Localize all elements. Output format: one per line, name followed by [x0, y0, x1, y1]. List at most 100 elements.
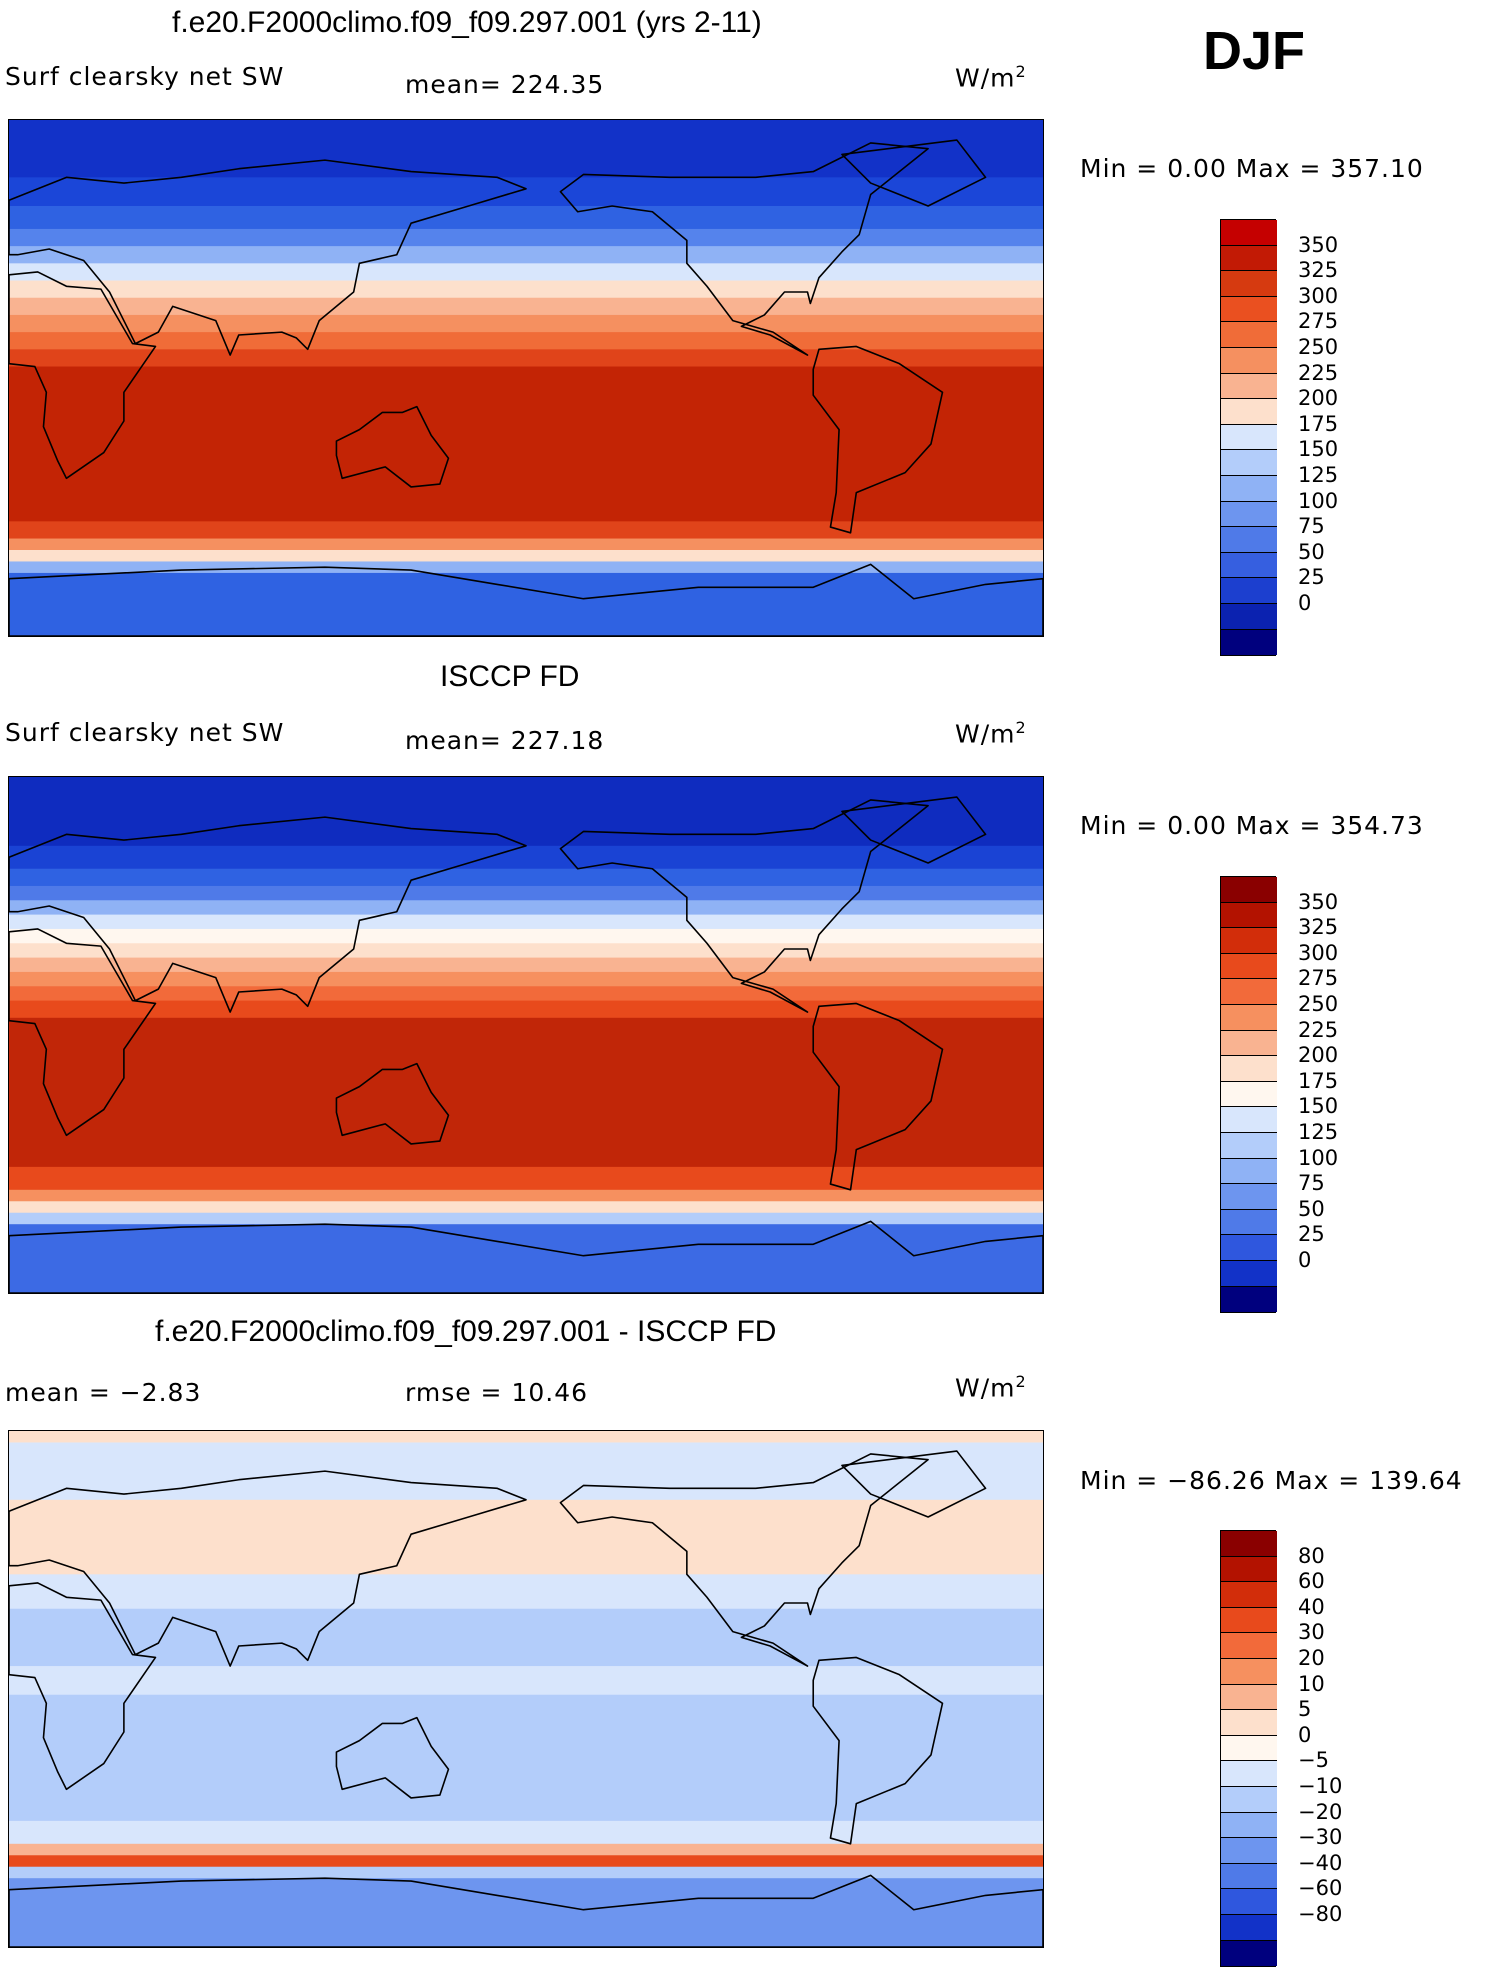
lat-band-2 — [9, 1499, 1043, 1575]
colorbar-box-10 — [1221, 475, 1277, 502]
colorbar-label: −10 — [1298, 1774, 1343, 1798]
panel-1-minmax: Min = 0.00 Max = 357.10 — [1080, 154, 1424, 183]
colorbar-label: 150 — [1298, 437, 1339, 462]
colorbar-label: 225 — [1298, 360, 1339, 385]
coastline-namerica — [559, 1453, 929, 1667]
lat-band-7 — [9, 297, 1043, 316]
colorbar-box-7 — [1221, 1056, 1277, 1082]
colorbar-label: −40 — [1298, 1850, 1343, 1875]
coastline-eurasia — [9, 159, 527, 356]
lat-band-13 — [9, 538, 1043, 551]
lat-band-10 — [9, 1866, 1043, 1879]
panel-3-colorbar — [1220, 1530, 1277, 1967]
panel-2-colorbar — [1220, 876, 1277, 1314]
lat-band-2 — [9, 206, 1043, 230]
colorbar-box-4 — [1221, 322, 1277, 348]
coastline-greenland — [841, 796, 987, 864]
lat-band-11 — [9, 1878, 1043, 1947]
panel-3-mean-label: mean = −2.83 — [5, 1378, 202, 1407]
colorbar-label: 275 — [1298, 309, 1339, 334]
lat-band-0 — [9, 1431, 1043, 1443]
colorbar-label: 25 — [1298, 565, 1325, 590]
colorbar-label: 0 — [1298, 1248, 1312, 1272]
colorbar-box-2 — [1221, 928, 1277, 954]
colorbar-box-13 — [1221, 552, 1277, 579]
colorbar-box-15 — [1221, 1260, 1277, 1287]
coastline-africa — [9, 928, 157, 1137]
colorbar-box-4 — [1221, 979, 1277, 1005]
panel-3-units: W/m2 — [955, 1372, 1027, 1403]
lat-band-15 — [9, 1201, 1043, 1214]
panel-1-variable-label: Surf clearsky net SW — [5, 62, 285, 91]
coastline-samerica — [812, 345, 944, 534]
colorbar-box-3 — [1221, 953, 1277, 980]
colorbar-box-0 — [1221, 220, 1277, 246]
colorbar-box-5 — [1221, 1658, 1277, 1685]
colorbar-label: 125 — [1298, 1120, 1339, 1144]
lat-band-9 — [9, 1855, 1043, 1868]
lat-band-9 — [9, 332, 1043, 350]
lat-band-8 — [9, 1843, 1043, 1856]
coastline-australia — [335, 1062, 450, 1145]
colorbar-box-6 — [1221, 1684, 1277, 1711]
panel-2-minmax: Min = 0.00 Max = 354.73 — [1080, 811, 1424, 840]
colorbar-box-6 — [1221, 373, 1277, 400]
colorbar-label: 125 — [1298, 463, 1339, 487]
lat-band-3 — [9, 885, 1043, 901]
colorbar-box-1 — [1221, 902, 1277, 929]
colorbar-label: 200 — [1298, 1043, 1339, 1068]
colorbar-box-15 — [1221, 603, 1277, 630]
colorbar-box-3 — [1221, 1607, 1277, 1634]
colorbar-box-9 — [1221, 1107, 1277, 1133]
colorbar-box-13 — [1221, 1863, 1277, 1890]
colorbar-label: −30 — [1298, 1825, 1343, 1850]
lat-band-10 — [9, 986, 1043, 1002]
lat-band-10 — [9, 349, 1043, 368]
colorbar-box-12 — [1221, 1838, 1277, 1864]
lat-band-5 — [9, 1666, 1043, 1696]
coastline-namerica — [559, 142, 929, 356]
lat-band-6 — [9, 280, 1043, 299]
colorbar-box-14 — [1221, 1235, 1277, 1261]
panel-1-map — [8, 119, 1044, 637]
coastline-eurasia — [9, 816, 527, 1013]
colorbar-label: 75 — [1298, 1171, 1325, 1196]
colorbar-label: 350 — [1298, 889, 1339, 914]
lat-band-1 — [9, 1442, 1043, 1501]
colorbar-label: 250 — [1298, 992, 1339, 1016]
coastline-greenland — [841, 139, 987, 207]
colorbar-box-2 — [1221, 271, 1277, 297]
colorbar-label: 175 — [1298, 1068, 1339, 1093]
colorbar-box-7 — [1221, 399, 1277, 425]
panel-1-map-svg — [9, 120, 1043, 636]
colorbar-box-2 — [1221, 1582, 1277, 1608]
coastline-eurasia — [9, 1470, 527, 1667]
coastline-antarctica — [9, 563, 1043, 636]
panel-1-colorbar — [1220, 219, 1277, 657]
lat-band-16 — [9, 572, 1043, 636]
lat-band-4 — [9, 1608, 1043, 1667]
colorbar-label: 300 — [1298, 940, 1339, 965]
panel-2-units: W/m2 — [955, 718, 1027, 749]
colorbar-label: 20 — [1298, 1646, 1325, 1670]
lat-band-7 — [9, 1820, 1043, 1845]
colorbar-label: 350 — [1298, 232, 1339, 257]
lat-band-11 — [9, 1000, 1043, 1019]
colorbar-label: 325 — [1298, 258, 1339, 283]
colorbar-box-0 — [1221, 1531, 1277, 1557]
colorbar-box-16 — [1221, 1940, 1277, 1967]
colorbar-box-11 — [1221, 1158, 1277, 1185]
panel-2-variable-label: Surf clearsky net SW — [5, 718, 285, 747]
colorbar-box-1 — [1221, 1556, 1277, 1583]
colorbar-box-1 — [1221, 245, 1277, 272]
lat-band-7 — [9, 943, 1043, 959]
colorbar-label: 60 — [1298, 1569, 1325, 1594]
colorbar-label: 200 — [1298, 386, 1339, 411]
colorbar-box-11 — [1221, 501, 1277, 528]
coastline-australia — [335, 1716, 450, 1799]
lat-band-16 — [9, 1212, 1043, 1225]
panel-3-minmax: Min = −86.26 Max = 139.64 — [1080, 1466, 1463, 1495]
lat-band-11 — [9, 366, 1043, 522]
coastline-africa — [9, 1582, 157, 1791]
colorbar-box-8 — [1221, 1735, 1277, 1762]
